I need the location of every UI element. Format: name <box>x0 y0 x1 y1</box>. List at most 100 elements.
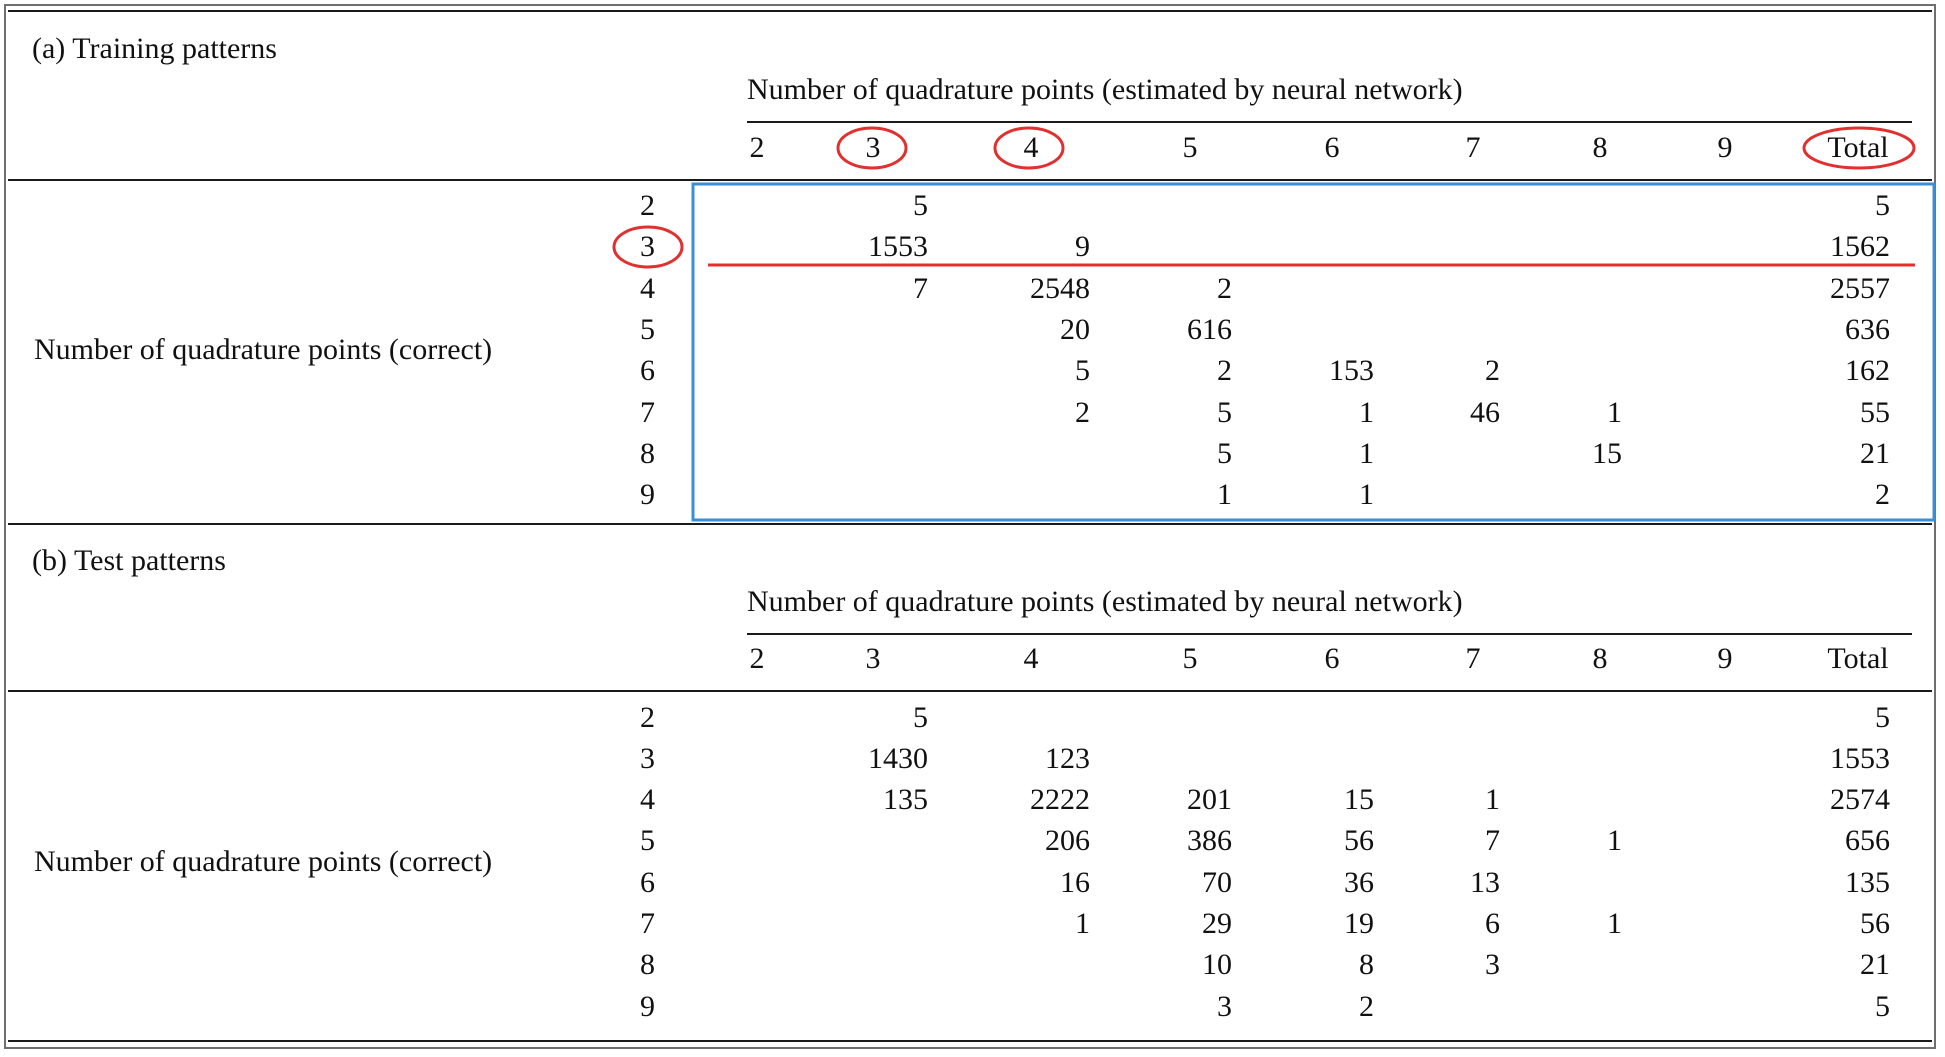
header-rule-a <box>8 179 1932 181</box>
row-total-cell: 1553 <box>1830 742 1890 775</box>
row-total-cell: 2574 <box>1830 783 1890 816</box>
table-cell: 6 <box>1485 907 1500 940</box>
section-title: (a) Training patterns <box>32 32 277 65</box>
table-cell: 13 <box>1470 866 1500 899</box>
column-group-rule-a <box>747 121 1912 123</box>
row-label: 4 <box>640 783 655 816</box>
table-cell: 5 <box>1217 437 1232 470</box>
row-label: 6 <box>640 866 655 899</box>
table-cell: 1 <box>1607 907 1622 940</box>
table-cell: 5 <box>1217 396 1232 429</box>
table-cell: 5 <box>913 701 928 734</box>
table-cell: 201 <box>1187 783 1232 816</box>
column-header: 8 <box>1592 131 1608 164</box>
table-cell: 46 <box>1470 396 1500 429</box>
row-total-cell: 56 <box>1860 907 1890 940</box>
table-cell: 10 <box>1202 948 1232 981</box>
table-cell: 2 <box>1485 354 1500 387</box>
table-cell: 9 <box>1075 230 1090 263</box>
table-cell: 1430 <box>868 742 928 775</box>
column-header: Total <box>1827 642 1889 675</box>
table-cell: 2 <box>1075 396 1090 429</box>
column-header: Total <box>1827 131 1889 164</box>
table-cell: 1 <box>1607 824 1622 857</box>
table-cell: 7 <box>913 272 928 305</box>
column-group-header: Number of quadrature points (estimated b… <box>747 73 1463 106</box>
row-total-cell: 21 <box>1860 948 1890 981</box>
table-cell: 29 <box>1202 907 1232 940</box>
row-total-cell: 135 <box>1845 866 1890 899</box>
table-cell: 2 <box>1217 272 1232 305</box>
table-cell: 5 <box>913 189 928 222</box>
table-cell: 15 <box>1592 437 1622 470</box>
row-label: 9 <box>640 478 655 511</box>
row-label: 5 <box>640 313 655 346</box>
column-group-header: Number of quadrature points (estimated b… <box>747 585 1463 618</box>
row-total-cell: 5 <box>1875 990 1890 1023</box>
row-total-cell: 656 <box>1845 824 1890 857</box>
table-cell: 36 <box>1344 866 1374 899</box>
column-header: 9 <box>1717 642 1733 675</box>
column-header: 7 <box>1465 642 1481 675</box>
table-cell: 19 <box>1344 907 1374 940</box>
table-cell: 386 <box>1187 824 1232 857</box>
row-label: 9 <box>640 990 655 1023</box>
column-group-rule-b <box>747 633 1912 635</box>
row-label: 2 <box>640 701 655 734</box>
table-cell: 1 <box>1359 396 1374 429</box>
column-header: 2 <box>749 642 765 675</box>
table-cell: 7 <box>1485 824 1500 857</box>
table-cell: 1553 <box>868 230 928 263</box>
table-cell: 1 <box>1607 396 1622 429</box>
column-header: 6 <box>1324 131 1340 164</box>
section-title: (b) Test patterns <box>32 544 226 577</box>
column-header: 5 <box>1182 642 1198 675</box>
row-total-cell: 5 <box>1875 189 1890 222</box>
column-header: 6 <box>1324 642 1340 675</box>
table-cell: 2 <box>1359 990 1374 1023</box>
table-cell: 135 <box>883 783 928 816</box>
row-total-cell: 2 <box>1875 478 1890 511</box>
table-cell: 70 <box>1202 866 1232 899</box>
row-label: 2 <box>640 189 655 222</box>
row-label: 8 <box>640 437 655 470</box>
table-cell: 8 <box>1359 948 1374 981</box>
column-header: 3 <box>865 642 881 675</box>
table-cell: 3 <box>1217 990 1232 1023</box>
table-cell: 1 <box>1485 783 1500 816</box>
table-cell: 1 <box>1359 437 1374 470</box>
table-cell: 2222 <box>1030 783 1090 816</box>
table-cell: 5 <box>1075 354 1090 387</box>
column-header: 8 <box>1592 642 1608 675</box>
row-total-cell: 636 <box>1845 313 1890 346</box>
row-total-cell: 162 <box>1845 354 1890 387</box>
row-label: 6 <box>640 354 655 387</box>
header-rule-b <box>8 690 1932 692</box>
table-cell: 123 <box>1045 742 1090 775</box>
table-cell: 1 <box>1217 478 1232 511</box>
row-total-cell: 5 <box>1875 701 1890 734</box>
top-rule <box>8 10 1932 12</box>
table-cell: 2 <box>1217 354 1232 387</box>
column-header: 4 <box>1023 642 1039 675</box>
column-header: 2 <box>749 131 765 164</box>
row-label: 8 <box>640 948 655 981</box>
table-cell: 206 <box>1045 824 1090 857</box>
row-total-cell: 55 <box>1860 396 1890 429</box>
row-label: 3 <box>640 742 655 775</box>
column-header: 3 <box>865 131 881 164</box>
section-divider-rule <box>8 523 1932 525</box>
row-label: 7 <box>640 907 655 940</box>
column-header: 7 <box>1465 131 1481 164</box>
table-cell: 15 <box>1344 783 1374 816</box>
row-group-header: Number of quadrature points (correct) <box>34 333 493 366</box>
column-header: 9 <box>1717 131 1733 164</box>
column-header: 4 <box>1023 131 1039 164</box>
row-label: 5 <box>640 824 655 857</box>
row-label: 3 <box>640 230 655 263</box>
row-total-cell: 1562 <box>1830 230 1890 263</box>
bottom-rule <box>8 1040 1932 1042</box>
table-cell: 16 <box>1060 866 1090 899</box>
table-cell: 2548 <box>1030 272 1090 305</box>
table-cell: 153 <box>1329 354 1374 387</box>
